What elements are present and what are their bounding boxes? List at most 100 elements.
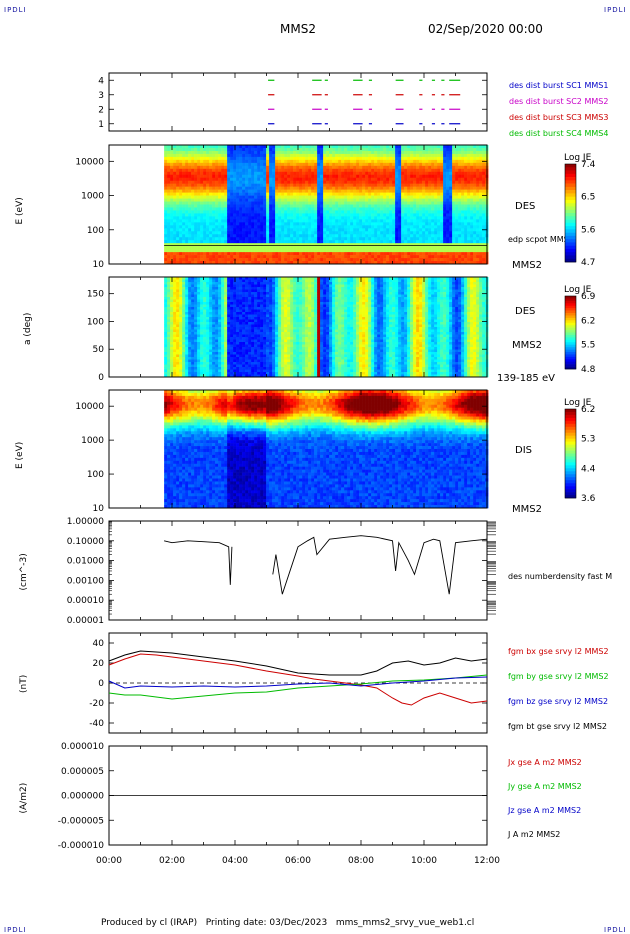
- des-pitch-cell: [185, 334, 189, 338]
- des-energy-cell: [464, 207, 468, 211]
- des-energy-cell: [437, 177, 441, 181]
- des-energy-cell: [380, 258, 384, 262]
- des-energy-cell: [251, 213, 255, 217]
- des-pitch-cell: [167, 374, 171, 378]
- des-pitch-cell: [170, 349, 174, 353]
- des-pitch-cell: [170, 367, 174, 370]
- des-energy-cell: [317, 201, 321, 205]
- des-energy-cell: [230, 150, 234, 155]
- des-energy-cell: [356, 237, 360, 241]
- des-energy-cell: [365, 231, 369, 235]
- des-energy-cell: [440, 216, 444, 220]
- des-energy-cell: [398, 189, 402, 193]
- des-energy-cell: [224, 195, 228, 199]
- des-pitch-cell: [182, 352, 186, 355]
- des-energy-cell: [455, 219, 459, 223]
- des-energy-cell: [242, 145, 246, 149]
- des-energy-cell: [215, 219, 219, 223]
- des-energy-cell: [377, 183, 381, 187]
- des-energy-cell: [482, 195, 486, 199]
- des-energy-cell: [479, 165, 483, 170]
- des-pitch-cell: [185, 292, 189, 295]
- des-energy-cell: [209, 153, 213, 158]
- des-energy-cell: [416, 228, 420, 232]
- des-energy-cell: [362, 246, 366, 250]
- des-energy-cell: [482, 165, 486, 170]
- des-energy-cell: [338, 204, 342, 208]
- des-energy-cell: [374, 171, 378, 176]
- des-pitch-cell: [197, 367, 201, 370]
- des-energy-cell: [401, 162, 405, 167]
- des-energy-cell: [470, 177, 474, 181]
- des-energy-cell: [230, 162, 234, 167]
- des-energy-cell: [227, 210, 231, 214]
- des-energy-cell: [293, 174, 297, 179]
- des-energy-cell: [389, 231, 393, 235]
- des-energy-cell: [371, 145, 375, 149]
- des-pitch-cell: [185, 349, 189, 353]
- des-energy-cell: [233, 252, 237, 256]
- des-energy-cell: [224, 204, 228, 208]
- des-energy-cell: [218, 240, 222, 244]
- des-pitch-cell: [191, 342, 195, 345]
- des-energy-cell: [215, 243, 219, 247]
- des-energy-cell: [422, 252, 426, 256]
- des-energy-cell: [167, 177, 171, 181]
- des-energy-cell: [221, 243, 225, 247]
- des-energy-cell: [227, 246, 231, 250]
- des-energy-cell: [416, 237, 420, 241]
- des-energy-cell: [386, 216, 390, 220]
- des-energy-cell: [302, 150, 306, 155]
- des-energy-cell: [383, 150, 387, 155]
- des-energy-cell: [224, 234, 228, 238]
- des-energy-cell: [395, 162, 399, 167]
- des-pitch-cell: [173, 324, 177, 328]
- des-energy-cell: [191, 177, 195, 181]
- des-pitch-cell: [185, 364, 189, 368]
- des-energy-cell: [371, 219, 375, 223]
- des-energy-cell: [422, 222, 426, 226]
- des-energy-cell: [275, 243, 279, 247]
- des-energy-cell: [467, 261, 471, 265]
- des-energy-cell: [227, 222, 231, 226]
- des-energy-cell: [308, 207, 312, 211]
- des-energy-colorbar-segment: [565, 183, 576, 188]
- des-energy-cell: [479, 207, 483, 211]
- des-pitch-cell: [188, 309, 192, 313]
- des-energy-ytick-label: 1000: [81, 192, 104, 202]
- des-energy-cell: [284, 174, 288, 179]
- des-energy-cell: [332, 210, 336, 214]
- des-energy-cell: [218, 249, 222, 253]
- des-energy-cell: [428, 216, 432, 220]
- des-energy-cell: [449, 145, 453, 149]
- des-energy-cell: [356, 195, 360, 199]
- des-energy-cell: [398, 261, 402, 265]
- des-energy-cell: [344, 249, 348, 253]
- des-pitch-cell: [182, 339, 186, 343]
- des-energy-cell: [188, 162, 192, 167]
- des-energy-cell: [203, 174, 207, 179]
- des-energy-cell: [392, 153, 396, 158]
- des-energy-cell: [431, 246, 435, 250]
- des-energy-cell: [476, 258, 480, 262]
- des-energy-cell: [467, 156, 471, 161]
- des-energy-cell: [413, 213, 417, 217]
- des-energy-cell: [383, 192, 387, 196]
- des-energy-cell: [266, 189, 270, 193]
- des-pitch-cell: [182, 367, 186, 370]
- des-energy-cell: [437, 189, 441, 193]
- des-energy-cell: [263, 145, 267, 149]
- des-energy-cell: [167, 243, 171, 247]
- des-energy-cell: [227, 204, 231, 208]
- des-energy-cell: [365, 207, 369, 211]
- des-energy-cell: [389, 204, 393, 208]
- des-pitch-cell: [194, 364, 198, 368]
- des-energy-cell: [179, 240, 183, 244]
- des-energy-cell: [260, 237, 264, 241]
- des-energy-cell: [188, 153, 192, 158]
- des-energy-cell: [188, 180, 192, 184]
- des-energy-cell: [449, 177, 453, 181]
- des-energy-cell: [236, 237, 240, 241]
- des-energy-cell: [206, 249, 210, 253]
- des-energy-cell: [209, 180, 213, 184]
